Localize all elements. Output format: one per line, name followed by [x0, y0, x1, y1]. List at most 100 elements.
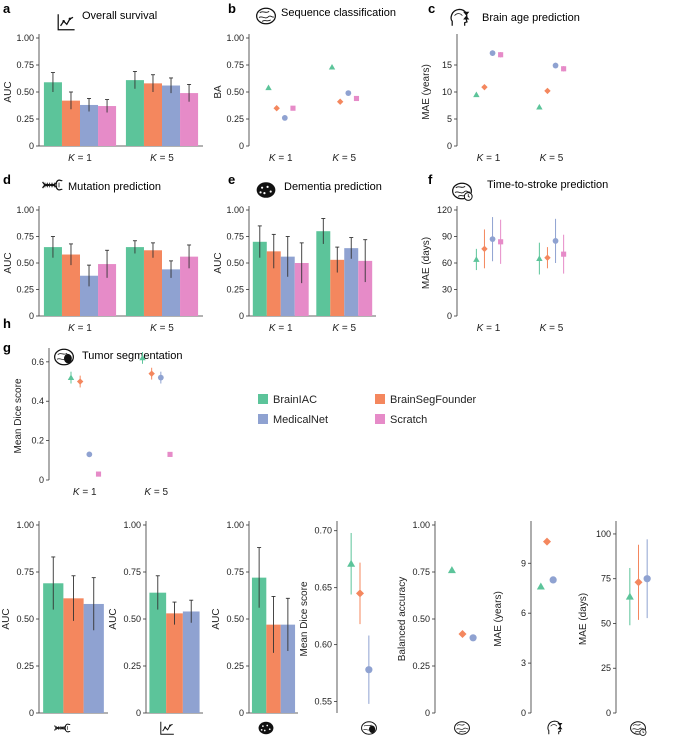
- x-tick-label: K = 5: [332, 323, 356, 334]
- head-hourglass-icon: [450, 8, 470, 26]
- y-tick-label: 0.25: [16, 114, 34, 124]
- bar-BrainIAC: [252, 241, 267, 316]
- x-tick-label: K = 5: [150, 153, 174, 164]
- bar-MedicalNet: [83, 603, 104, 713]
- bar-BrainIAC: [43, 247, 62, 316]
- bar-Scratch: [98, 106, 117, 146]
- chart-g: g Tumor segmentation 0 0.2 0.4 0.6 Mean Dice s…: [3, 340, 182, 498]
- point-BrainSegFounder: [544, 254, 551, 261]
- bar-BrainSegFounder: [143, 250, 162, 316]
- y-tick-label: 0.75: [123, 567, 141, 577]
- chart-title: Time-to-stroke prediction: [487, 179, 608, 191]
- y-tick-label: 0.75: [16, 567, 34, 577]
- y-tick-label: 0.75: [226, 60, 244, 70]
- y-tick-label: 0.25: [226, 114, 244, 124]
- chart-h3: 0 0.25 0.50 0.75 1.00 AUC: [211, 520, 298, 735]
- y-tick-label: 0.25: [226, 285, 244, 295]
- chart-d: d Mutation prediction 0 0.25 0.50 0.75 1.00 AUC…: [3, 172, 203, 334]
- point-MedicalNet: [489, 50, 496, 56]
- y-tick-label: 0.2: [31, 436, 44, 446]
- y-tick-label: 10: [442, 87, 452, 97]
- panel-label: d: [3, 172, 11, 187]
- legend-label: BrainIAC: [273, 394, 317, 406]
- y-tick-label: 30: [442, 285, 452, 295]
- point-MedicalNet: [549, 576, 557, 584]
- bar-Scratch: [180, 93, 199, 146]
- x-tick-label: K = 5: [144, 487, 168, 498]
- chart-h2: 0 0.25 0.50 0.75 1.00 AUC: [108, 520, 203, 735]
- y-tick-label: 0.75: [412, 567, 430, 577]
- legend-swatch-MedicalNet: [258, 414, 268, 424]
- x-tick-label: K = 5: [540, 323, 564, 334]
- x-tick-label: K = 1: [68, 323, 92, 334]
- y-tick-label: 1.00: [412, 520, 430, 530]
- y-tick-label: 0.25: [16, 661, 34, 671]
- y-axis-label: Mean Dice score: [13, 378, 24, 453]
- y-tick-label: 1.00: [123, 520, 141, 530]
- y-axis-label: MAE (days): [578, 593, 589, 645]
- x-tick-label: K = 5: [150, 323, 174, 334]
- y-axis-label: Balanced accuracy: [397, 577, 408, 662]
- point-MedicalNet: [345, 90, 352, 96]
- point-BrainIAC: [536, 255, 543, 261]
- x-tick-label: K = 5: [332, 153, 356, 164]
- point-BrainSegFounder: [336, 98, 344, 105]
- y-tick-label: 0.50: [123, 614, 141, 624]
- point-BrainIAC: [139, 354, 146, 361]
- point-Scratch: [95, 471, 102, 477]
- bar-BrainSegFounder: [61, 254, 80, 316]
- x-tick-label: K = 1: [73, 487, 97, 498]
- y-tick-label: 0.4: [31, 396, 44, 406]
- point-MedicalNet: [552, 238, 559, 244]
- y-tick-label: 100: [596, 529, 611, 539]
- point-MedicalNet: [469, 634, 477, 642]
- panel-label: b: [228, 1, 236, 16]
- panel-label: g: [3, 340, 11, 355]
- chart-h7: 0 25 50 75 100 MAE (days): [578, 521, 651, 736]
- y-tick-label: 3: [521, 658, 526, 668]
- point-BrainIAC: [347, 559, 356, 567]
- bar-BrainIAC: [316, 231, 331, 316]
- point-BrainSegFounder: [356, 589, 364, 598]
- y-tick-label: 0.50: [226, 258, 244, 268]
- y-tick-label: 120: [437, 205, 452, 215]
- y-tick-label: 15: [442, 60, 452, 70]
- y-tick-label: 0.75: [226, 567, 244, 577]
- brain-clock-icon: [630, 721, 647, 736]
- y-tick-label: 5: [447, 114, 452, 124]
- y-tick-label: 1.00: [16, 520, 34, 530]
- y-tick-label: 0.65: [314, 583, 332, 593]
- point-BrainIAC: [473, 91, 480, 98]
- x-tick-label: K = 1: [269, 153, 293, 164]
- chart-title: Dementia prediction: [284, 181, 382, 193]
- bar-BrainIAC: [125, 80, 144, 146]
- bar-BrainSegFounder: [63, 598, 84, 713]
- point-MedicalNet: [281, 115, 288, 121]
- y-tick-label: 0.50: [412, 614, 430, 624]
- y-tick-label: 0.70: [314, 526, 332, 536]
- bar-BrainSegFounder: [330, 259, 345, 316]
- y-tick-label: 9: [521, 558, 526, 568]
- y-tick-label: 0: [136, 708, 141, 718]
- bar-MedicalNet: [80, 275, 99, 316]
- y-tick-label: 25: [601, 663, 611, 673]
- chart-h6: 0 3 6 9 MAE (years): [493, 521, 563, 735]
- y-tick-label: 0.25: [226, 661, 244, 671]
- y-tick-label: 1.00: [226, 520, 244, 530]
- chart-c: c Brain age prediction 0 5 10 15 MAE (years) K …: [421, 1, 580, 164]
- y-tick-label: 0.50: [226, 614, 244, 624]
- bar-MedicalNet: [80, 104, 99, 146]
- bar-Scratch: [180, 256, 199, 316]
- bar-BrainIAC: [149, 592, 167, 713]
- y-tick-label: 0: [39, 475, 44, 485]
- brain-clock-icon: [452, 182, 473, 201]
- point-MedicalNet: [86, 451, 93, 458]
- bar-BrainSegFounder: [266, 624, 281, 713]
- point-BrainSegFounder: [273, 105, 280, 112]
- y-axis-label: Mean Dice score: [299, 581, 310, 656]
- point-BrainSegFounder: [544, 87, 551, 95]
- y-tick-label: 0.25: [16, 285, 34, 295]
- point-BrainIAC: [447, 566, 456, 574]
- y-tick-label: 1.00: [226, 33, 244, 43]
- y-tick-label: 6: [521, 608, 526, 618]
